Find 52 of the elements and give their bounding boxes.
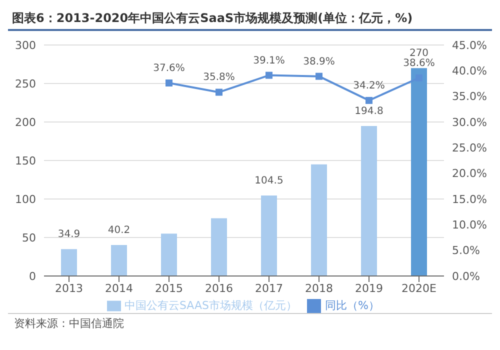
- x-tick-label: 2015: [155, 282, 183, 295]
- data-label: 38.9%: [303, 56, 335, 68]
- y2-tick-label: 20.0%: [452, 167, 487, 180]
- y-tick-label: 0: [29, 270, 36, 283]
- point: [266, 72, 272, 79]
- data-label: 34.9: [58, 229, 80, 240]
- y2-tick-label: 10.0%: [452, 218, 487, 232]
- data-label: 34.2%: [353, 80, 385, 92]
- legend-label: 同比（%）: [325, 299, 380, 312]
- y2-tick-label: 5.0%: [452, 244, 480, 258]
- x-tick-label: 2019: [355, 282, 383, 295]
- text: 资料来源：中国信通院: [8, 313, 492, 333]
- bar: [311, 164, 327, 276]
- x-tick-label: 2013: [55, 282, 83, 295]
- chart-title: 图表6：2013-2020年中国公有云SaaS市场规模及预测(单位：亿元，%): [8, 8, 492, 31]
- data-label: 35.8%: [203, 72, 235, 84]
- bar: [261, 196, 277, 276]
- data-label: 40.2: [108, 225, 130, 236]
- bar: [361, 126, 377, 276]
- y2-tick-label: 30.0%: [452, 116, 487, 129]
- x-tick-label: 2014: [105, 282, 133, 295]
- point: [166, 79, 172, 86]
- x-tick-label: 2017: [255, 282, 283, 295]
- bar: [111, 245, 127, 276]
- y2-tick-label: 35.0%: [452, 90, 487, 104]
- data-label: 270: [409, 48, 429, 60]
- y-tick-label: 300: [15, 38, 36, 52]
- y2-tick-label: 15.0%: [452, 192, 487, 206]
- y-tick-label: 200: [15, 116, 36, 129]
- point: [216, 88, 222, 96]
- data-label: 39.1%: [253, 55, 285, 66]
- legend-label: 中国公有云SAAS市场规模（亿元）: [124, 299, 298, 312]
- y-tick-label: 100: [15, 192, 36, 206]
- data-label: 37.6%: [153, 62, 185, 74]
- data-label: 38.6%: [403, 58, 435, 69]
- data-label: 194.8: [354, 106, 384, 118]
- y-tick-label: 250: [15, 77, 36, 90]
- point: [366, 96, 372, 104]
- point: [316, 72, 322, 80]
- y2-tick-label: 45.0%: [452, 38, 487, 52]
- x-tick-label: 2016: [205, 282, 233, 295]
- data-label: 104.5: [254, 176, 284, 187]
- bar: [61, 249, 77, 276]
- bar: [211, 218, 227, 276]
- y-tick-label: 150: [15, 154, 36, 168]
- bar: [161, 234, 177, 276]
- y2-tick-label: 25.0%: [452, 142, 487, 155]
- y2-tick-label: 40.0%: [452, 64, 487, 78]
- y-tick-label: 50: [22, 231, 36, 244]
- x-tick-label: 2018: [305, 282, 333, 295]
- y2-tick-label: 0.0%: [452, 270, 480, 283]
- x-tick-label: 2020E: [402, 282, 437, 295]
